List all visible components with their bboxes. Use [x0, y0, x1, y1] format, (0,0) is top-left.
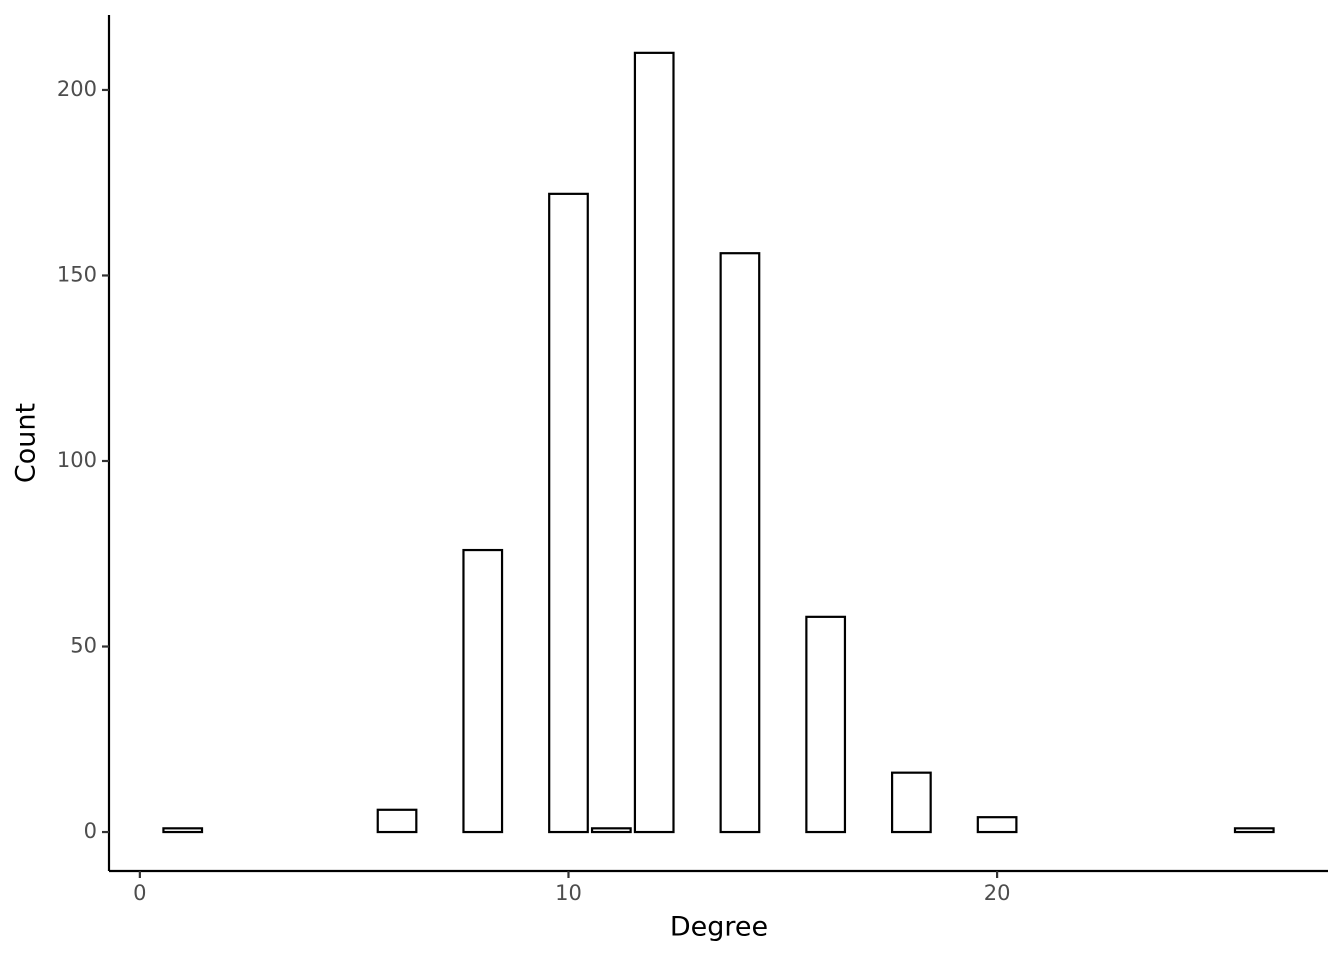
y-tick-label: 200 [57, 77, 97, 101]
bar [976, 816, 1018, 834]
bar [1233, 827, 1275, 834]
bar [590, 827, 632, 834]
bar [376, 808, 418, 834]
bar [719, 252, 761, 834]
y-tick-label: 100 [57, 448, 97, 472]
x-axis-title: Degree [670, 912, 768, 943]
x-tick-label: 10 [555, 881, 582, 905]
y-tick-label: 0 [84, 819, 97, 843]
bar [462, 548, 504, 834]
y-tick-label: 150 [57, 262, 97, 286]
x-tick-label: 20 [984, 881, 1011, 905]
bar [890, 771, 932, 834]
y-axis-title: Count [11, 403, 42, 483]
bar [548, 192, 589, 834]
x-tick-label: 0 [133, 881, 146, 905]
bar [162, 827, 204, 834]
y-tick-label: 50 [70, 634, 97, 658]
bar [805, 615, 847, 834]
bar [633, 51, 675, 834]
